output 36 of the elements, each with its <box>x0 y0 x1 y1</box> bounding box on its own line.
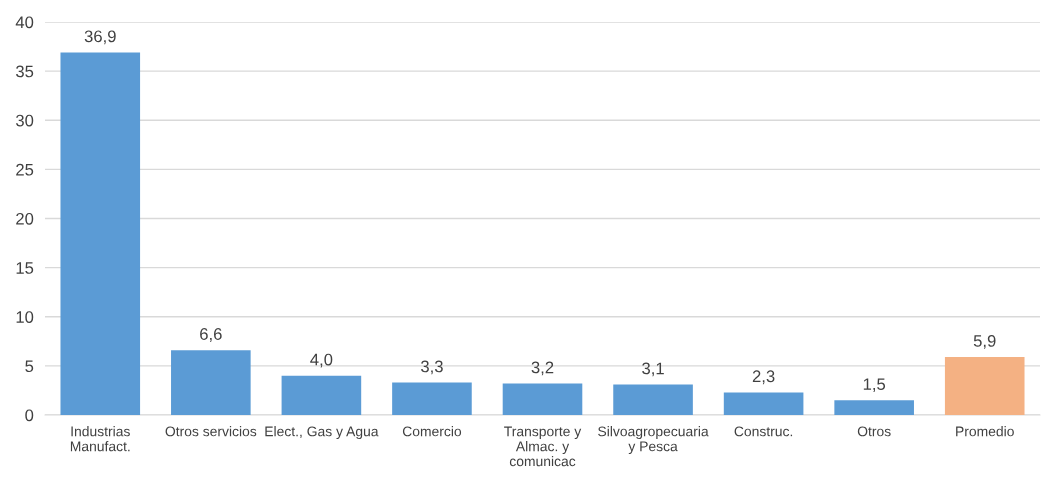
data-label: 1,5 <box>863 378 886 392</box>
bar <box>60 52 141 415</box>
data-label: 4,0 <box>310 353 333 368</box>
y-tick-label: 20 <box>16 212 34 225</box>
data-label: 3,2 <box>531 361 554 376</box>
data-label: 36,9 <box>84 30 116 45</box>
bar <box>392 382 472 415</box>
data-label: 3,3 <box>421 360 443 375</box>
data-label: 6,6 <box>200 328 222 342</box>
x-tick-label: Silvoagropecuaria y Pesca <box>598 426 709 455</box>
data-label: 2,3 <box>752 370 775 385</box>
y-tick-label: 40 <box>15 16 34 29</box>
bar <box>171 350 251 415</box>
x-tick-label: Otros <box>857 426 891 437</box>
data-label: 5,9 <box>973 334 996 349</box>
y-tick-label: 30 <box>15 114 34 127</box>
x-tick-label: Comercio <box>402 426 462 437</box>
bar <box>502 383 583 415</box>
x-tick-label: Transporte y Almac. y comunicac <box>504 426 582 467</box>
x-tick-label: Otros servicios <box>165 426 257 437</box>
x-tick-label: Construc. <box>734 426 793 437</box>
bar <box>281 375 362 415</box>
bar <box>613 384 693 415</box>
y-tick-label: 10 <box>16 311 34 323</box>
y-tick-label: 15 <box>16 262 34 274</box>
bar <box>944 357 1025 415</box>
y-tick-label: 5 <box>25 360 34 373</box>
y-tick-label: 0 <box>25 409 34 422</box>
x-tick-label: Industrias Manufact. <box>70 426 130 452</box>
x-tick-label: Elect., Gas y Agua <box>265 426 379 440</box>
y-tick-label: 25 <box>16 163 34 176</box>
bar <box>834 400 914 415</box>
x-tick-label: Promedio <box>956 426 1014 437</box>
data-label: 3,1 <box>642 362 664 377</box>
y-tick-label: 35 <box>15 65 34 78</box>
bar <box>723 392 804 415</box>
